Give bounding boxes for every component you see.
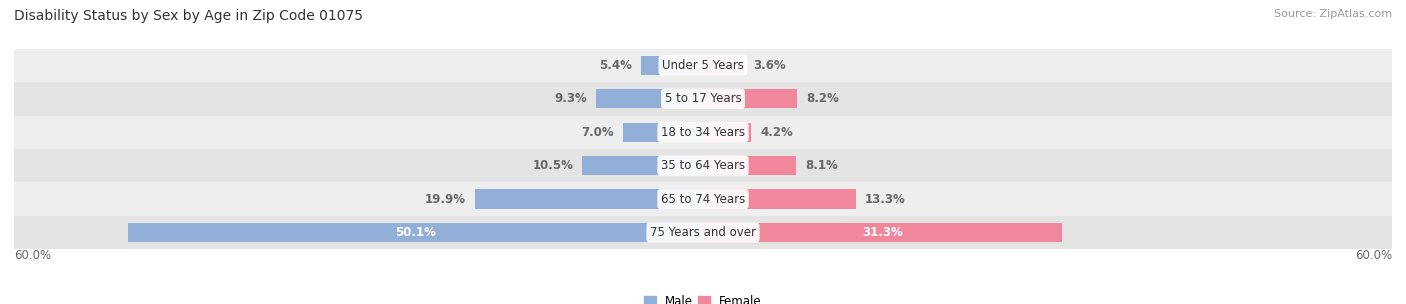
Bar [623,123,703,142]
Bar [14,116,1392,149]
Bar [14,49,1392,82]
Bar [14,82,1392,116]
Text: 9.3%: 9.3% [554,92,588,105]
Bar [596,89,703,109]
Text: 18 to 34 Years: 18 to 34 Years [661,126,745,139]
Legend: Male, Female: Male, Female [644,295,762,304]
Text: 13.3%: 13.3% [865,193,905,206]
Text: 31.3%: 31.3% [862,226,903,239]
Bar [703,56,744,75]
Text: 4.2%: 4.2% [761,126,793,139]
Bar [641,56,703,75]
Bar [703,123,751,142]
Text: 8.2%: 8.2% [807,92,839,105]
Bar [703,156,796,175]
Text: 10.5%: 10.5% [533,159,574,172]
Text: 60.0%: 60.0% [14,249,51,262]
Bar [703,189,856,209]
Bar [128,223,703,242]
Bar [14,182,1392,216]
Bar [703,223,1063,242]
Text: 60.0%: 60.0% [1355,249,1392,262]
Bar [703,89,797,109]
Text: 7.0%: 7.0% [581,126,613,139]
Text: 75 Years and over: 75 Years and over [650,226,756,239]
Text: 5.4%: 5.4% [599,59,631,72]
Text: Disability Status by Sex by Age in Zip Code 01075: Disability Status by Sex by Age in Zip C… [14,9,363,23]
Text: 50.1%: 50.1% [395,226,436,239]
Text: 19.9%: 19.9% [425,193,465,206]
Bar [474,189,703,209]
Text: 3.6%: 3.6% [754,59,786,72]
Text: 8.1%: 8.1% [806,159,838,172]
Text: 5 to 17 Years: 5 to 17 Years [665,92,741,105]
Bar [14,149,1392,182]
Bar [14,216,1392,249]
Text: Source: ZipAtlas.com: Source: ZipAtlas.com [1274,9,1392,19]
Text: 65 to 74 Years: 65 to 74 Years [661,193,745,206]
Text: 35 to 64 Years: 35 to 64 Years [661,159,745,172]
Text: Under 5 Years: Under 5 Years [662,59,744,72]
Bar [582,156,703,175]
